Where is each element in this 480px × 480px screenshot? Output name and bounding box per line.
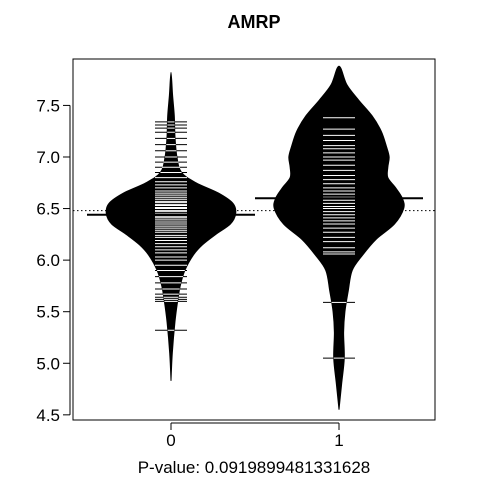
bean-shape-1: [273, 65, 405, 410]
y-tick-label-6: 7.5: [36, 96, 60, 115]
bean-1: [255, 65, 423, 410]
chart-title: AMRP: [228, 12, 281, 32]
plot-frame: [72, 58, 436, 421]
plot-area: 4.5 5.0 5.5 6.0 6.5 7.0 7.5 0 1: [36, 58, 436, 450]
y-tick-label-0: 4.5: [36, 406, 60, 425]
y-tick-label-5: 7.0: [36, 148, 60, 167]
y-tick-label-4: 6.5: [36, 200, 60, 219]
x-axis-label: P-value: 0.0919899481331628: [138, 458, 371, 477]
y-tick-label-2: 5.5: [36, 303, 60, 322]
x-tick-label-0: 0: [166, 431, 175, 450]
y-tick-label-3: 6.0: [36, 251, 60, 270]
bean-shape-0: [105, 71, 237, 381]
y-tick-label-1: 5.0: [36, 354, 60, 373]
x-tick-label-1: 1: [334, 431, 343, 450]
bean-0: [87, 71, 255, 381]
